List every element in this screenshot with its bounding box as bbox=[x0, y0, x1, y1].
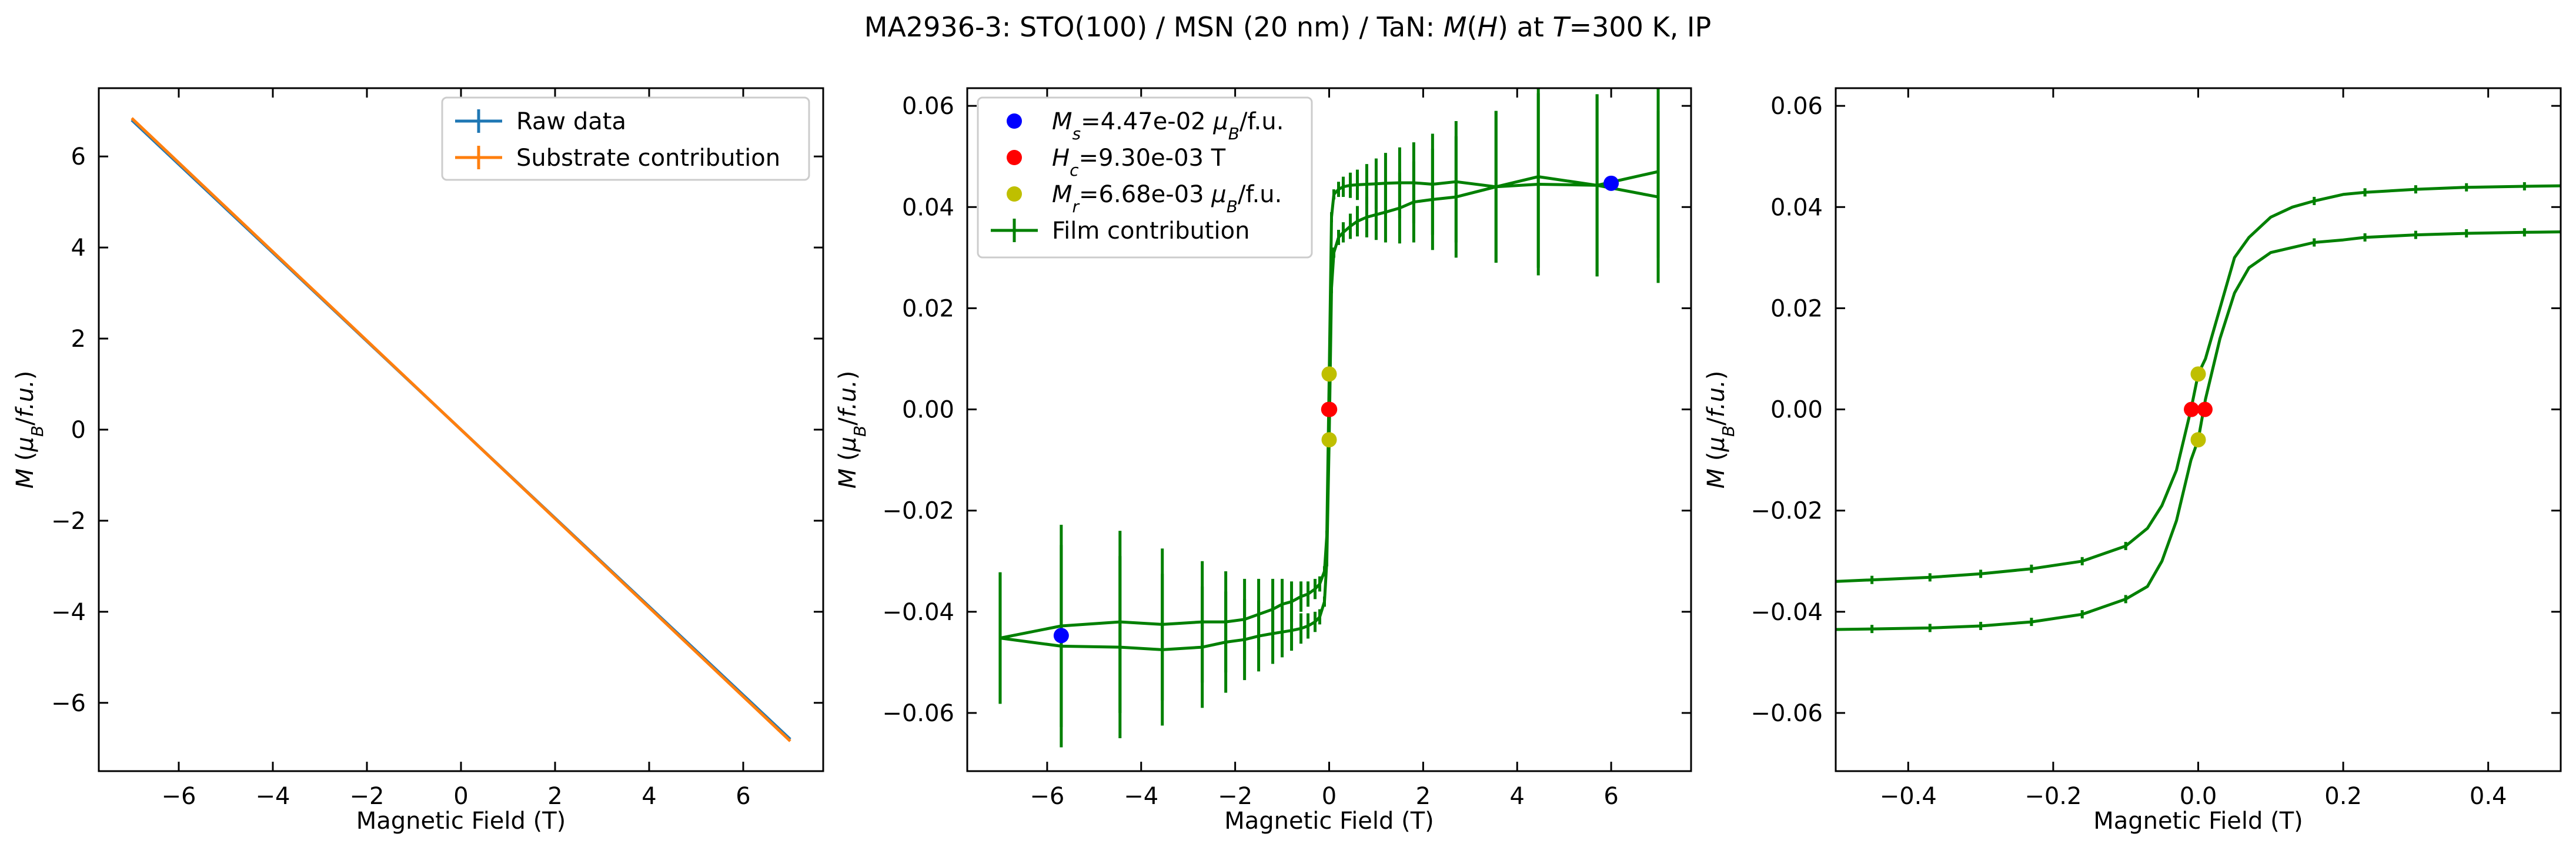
y-tick-label: −0.04 bbox=[882, 599, 954, 626]
x-tick-label: 2 bbox=[547, 783, 562, 810]
y-tick-label: −0.06 bbox=[1750, 700, 1823, 727]
y-tick-label: −2 bbox=[51, 508, 86, 535]
point-hc bbox=[1322, 401, 1338, 417]
y-tick-label: −0.02 bbox=[1750, 498, 1823, 525]
figure-title: MA2936-3: STO(100) / MSN (20 nm) / TaN: … bbox=[864, 11, 1712, 43]
point-mr bbox=[2190, 432, 2206, 448]
legend-label: Ms=4.47e-02 μB/f.u. bbox=[1052, 108, 1284, 143]
y-tick-label: 0.06 bbox=[902, 93, 954, 120]
legend-swatch-marker bbox=[1007, 186, 1022, 202]
x-axis-label: Magnetic Field (T) bbox=[2093, 808, 2303, 835]
point-ms bbox=[1603, 175, 1619, 191]
y-tick-label: 0.06 bbox=[1770, 93, 1823, 120]
legend-label: Film contribution bbox=[1052, 217, 1249, 245]
plot-area bbox=[1836, 182, 2561, 634]
y-axis-label: M (μB/f.u.) bbox=[12, 371, 47, 489]
x-tick-label: 0.4 bbox=[2470, 783, 2507, 810]
y-tick-label: −0.04 bbox=[1750, 599, 1823, 626]
x-tick-label: −4 bbox=[1124, 783, 1158, 810]
y-tick-label: 6 bbox=[71, 143, 86, 170]
x-tick-label: −0.4 bbox=[1880, 783, 1937, 810]
y-tick-label: 0.04 bbox=[902, 194, 954, 221]
y-tick-label: 4 bbox=[71, 235, 86, 262]
point-mr bbox=[2190, 366, 2206, 382]
x-tick-label: −2 bbox=[350, 783, 385, 810]
x-tick-label: 0.0 bbox=[2180, 783, 2217, 810]
y-tick-label: 0.00 bbox=[1770, 397, 1823, 424]
y-tick-label: 0.02 bbox=[1770, 295, 1823, 322]
legend-label: Hc=9.30e-03 T bbox=[1052, 145, 1226, 180]
zoomed-loop-panel: −0.4 −0.2 0.0 0.2 0.4 −0.06 −0.04 −0.02 0.00 0.02… bbox=[1703, 87, 2562, 835]
x-tick-label: 6 bbox=[736, 783, 750, 810]
point-mr bbox=[1321, 432, 1337, 448]
series-line-1 bbox=[131, 117, 791, 742]
point-hc bbox=[2184, 401, 2200, 417]
x-tick-label: −2 bbox=[1218, 783, 1252, 810]
y-tick-label: −6 bbox=[51, 690, 86, 717]
x-tick-label: −6 bbox=[162, 783, 196, 810]
x-tick-label: 0.2 bbox=[2324, 783, 2362, 810]
x-tick-label: −4 bbox=[256, 783, 290, 810]
legend-swatch-marker bbox=[1007, 150, 1022, 165]
x-tick-label: 4 bbox=[1510, 783, 1525, 810]
y-tick-label: 0.00 bbox=[902, 397, 954, 424]
raw-data-panel: −6 −4 −2 0 2 4 6 −6 −4 −2 0 2 4 6 Magnetic Field (T) M … bbox=[12, 87, 824, 835]
plot-area bbox=[131, 117, 791, 742]
plot-area bbox=[998, 88, 1660, 748]
y-tick-label: 0 bbox=[71, 417, 86, 444]
x-tick-label: 4 bbox=[642, 783, 656, 810]
x-tick-label: 0 bbox=[1322, 783, 1337, 810]
x-tick-label: −6 bbox=[1030, 783, 1064, 810]
y-tick-label: −4 bbox=[51, 599, 86, 626]
point-mr bbox=[1321, 366, 1337, 382]
y-tick-label: 0.02 bbox=[902, 295, 954, 322]
legend-label: Mr=6.68e-03 μB/f.u. bbox=[1052, 181, 1282, 216]
legend-box bbox=[441, 96, 810, 181]
legend-box bbox=[977, 96, 1313, 259]
x-axis-label: Magnetic Field (T) bbox=[356, 808, 566, 835]
y-tick-label: 0.04 bbox=[1770, 194, 1823, 221]
y-axis-label: M (μB/f.u.) bbox=[1703, 371, 1738, 489]
x-tick-label: 2 bbox=[1416, 783, 1431, 810]
point-hc bbox=[2197, 401, 2213, 417]
legend-label: Substrate contribution bbox=[516, 145, 780, 172]
film-contribution-panel: −6 −4 −2 0 2 4 6 −0.06 −0.04 −0.02 0.00 0.02 0.04 0.0… bbox=[834, 87, 1692, 835]
x-tick-label: −0.2 bbox=[2024, 783, 2081, 810]
legend-swatch-marker bbox=[1007, 113, 1022, 129]
x-tick-label: 0 bbox=[453, 783, 468, 810]
y-tick-label: −0.02 bbox=[882, 498, 954, 525]
x-axis-label: Magnetic Field (T) bbox=[1224, 808, 1434, 835]
point-ms bbox=[1053, 628, 1069, 644]
legend-label: Raw data bbox=[516, 108, 626, 135]
y-tick-label: 2 bbox=[71, 326, 86, 353]
x-tick-label: 6 bbox=[1603, 783, 1618, 810]
y-axis-label: M (μB/f.u.) bbox=[834, 371, 870, 489]
y-tick-label: −0.06 bbox=[882, 700, 954, 727]
